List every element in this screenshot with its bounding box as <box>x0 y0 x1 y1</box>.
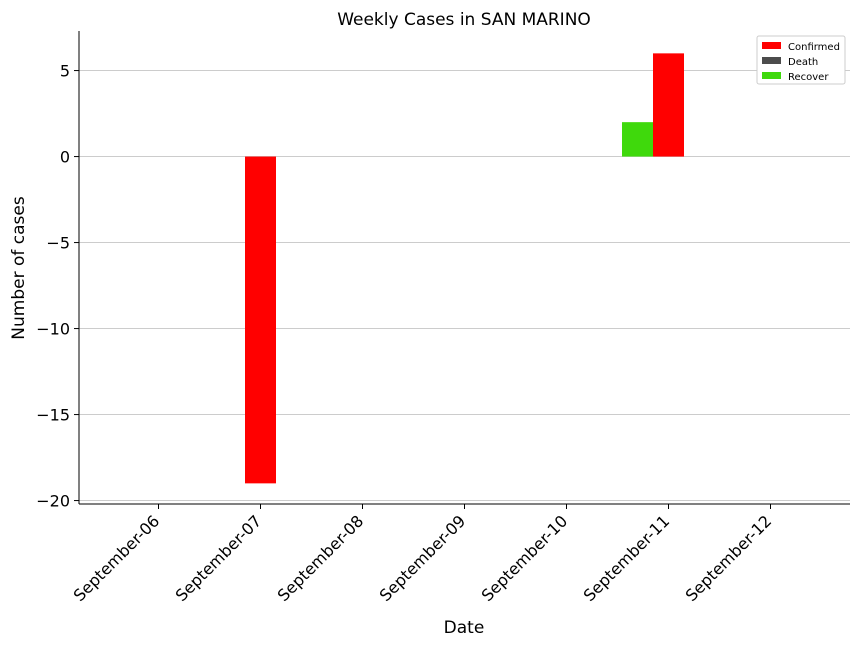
y-ticks: 5 0 −5 −10 −15 −20 <box>36 62 79 511</box>
legend-label: Recover <box>788 72 829 83</box>
x-tick-label: September-12 <box>682 511 776 605</box>
axes <box>78 31 850 505</box>
bar-confirmed <box>245 156 276 484</box>
legend-swatch <box>762 57 781 64</box>
x-tick-label: September-10 <box>478 511 572 605</box>
y-axis-title: Number of cases <box>9 196 29 340</box>
x-axis-title: Date <box>444 618 485 638</box>
x-tick-label: September-06 <box>70 511 164 605</box>
legend-swatch <box>762 42 781 49</box>
bar-recover <box>622 122 653 157</box>
grid <box>79 70 850 502</box>
x-tick-label: September-09 <box>376 511 470 605</box>
y-tick-label: −20 <box>36 492 70 511</box>
x-ticks: September-06 September-07 September-08 Sept… <box>70 504 776 605</box>
legend-label: Death <box>788 57 818 68</box>
y-tick-label: 0 <box>60 148 70 167</box>
legend-swatch <box>762 72 781 79</box>
y-tick-label: −10 <box>36 320 70 339</box>
bar-confirmed <box>653 53 684 157</box>
chart-title: Weekly Cases in SAN MARINO <box>337 10 591 30</box>
legend: Confirmed Death Recover <box>756 35 846 85</box>
x-tick-label: September-07 <box>172 511 266 605</box>
y-tick-label: −15 <box>36 406 70 425</box>
bars <box>245 53 684 484</box>
legend-label: Confirmed <box>788 42 840 53</box>
x-tick-label: September-11 <box>580 511 674 605</box>
y-tick-label: 5 <box>60 62 70 81</box>
x-tick-label: September-08 <box>274 511 368 605</box>
y-tick-label: −5 <box>46 234 70 253</box>
